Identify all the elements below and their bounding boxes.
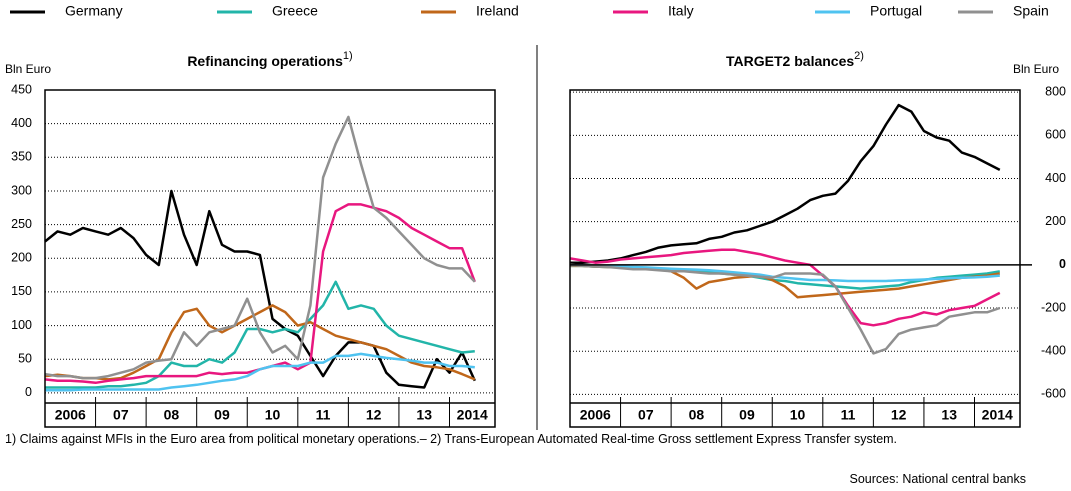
y-tick-label: 100 (11, 318, 32, 332)
y-tick-label: 200 (11, 251, 32, 265)
x-tick-label: 2006 (580, 407, 611, 423)
chart: Germany Greece Ireland Italy Portugal Spain Re… (5, 3, 1066, 430)
y-tick-label: 50 (18, 352, 32, 366)
y-tick-label: 450 (11, 82, 32, 96)
x-tick-label: 2006 (55, 407, 86, 423)
legend-label: Greece (272, 3, 318, 19)
x-tick-label: 11 (316, 407, 331, 423)
y-axis-label: Bln Euro (1013, 62, 1059, 76)
series-line (569, 248, 1001, 327)
y-axis-label: Bln Euro (5, 62, 51, 76)
y-tick-label: -200 (1041, 300, 1066, 314)
x-tick-label: 13 (416, 407, 432, 423)
y-tick-label: 250 (11, 217, 32, 231)
x-tick-label: 07 (113, 407, 129, 423)
series-line (569, 263, 1001, 355)
chart-title-text: TARGET2 balances (726, 53, 854, 69)
plot-frame (569, 89, 1021, 428)
x-tick-label: 13 (941, 407, 957, 423)
x-tick-label: 11 (841, 407, 856, 423)
series-line (569, 264, 1000, 283)
x-tick-label: 10 (790, 407, 806, 423)
series-line (44, 304, 476, 381)
legend-label: Portugal (870, 3, 922, 19)
x-tick-label: 08 (689, 407, 705, 423)
plot-frame (44, 89, 496, 428)
x-tick-label: 2014 (457, 407, 488, 423)
y-tick-label: 350 (11, 150, 32, 164)
x-tick-label: 2014 (982, 407, 1013, 423)
y-tick-label: 0 (25, 385, 32, 399)
y-tick-label: 300 (11, 183, 32, 197)
footnote: 1) Claims against MFIs in the Euro area … (5, 432, 898, 446)
x-tick-label: 12 (366, 407, 382, 423)
x-tick-label: 08 (164, 407, 180, 423)
legend-label: Spain (1013, 3, 1049, 19)
series-line (44, 203, 476, 385)
y-tick-label: -600 (1041, 387, 1066, 401)
chart-title-note: 2) (854, 50, 864, 62)
series-line (45, 352, 475, 392)
source: Sources: National central banks (849, 472, 1026, 486)
y-tick-label: 150 (11, 284, 32, 298)
x-tick-label: 09 (214, 407, 230, 423)
y-tick-label: 800 (1045, 84, 1066, 98)
legend-label: Italy (668, 3, 694, 19)
series-line (570, 103, 1001, 264)
legend-label: Ireland (476, 3, 519, 19)
chart-title: TARGET2 balances2) (726, 50, 864, 69)
x-tick-label: 07 (638, 407, 654, 423)
y-tick-label: 600 (1045, 128, 1066, 142)
series-line (44, 115, 476, 380)
chart-title-text: Refinancing operations (187, 53, 343, 69)
y-tick-label: 400 (11, 116, 32, 130)
x-tick-label: 09 (739, 407, 755, 423)
chart-title: Refinancing operations1) (187, 50, 352, 69)
y-tick-label: -400 (1041, 343, 1066, 357)
y-tick-label: 400 (1045, 171, 1066, 185)
legend-label: Germany (65, 3, 123, 19)
series-line (44, 189, 476, 389)
x-tick-label: 10 (265, 407, 281, 423)
chart-title-note: 1) (343, 50, 353, 62)
y-tick-label: 0 (1059, 257, 1066, 271)
x-tick-label: 12 (891, 407, 907, 423)
y-tick-label: 200 (1045, 214, 1066, 228)
